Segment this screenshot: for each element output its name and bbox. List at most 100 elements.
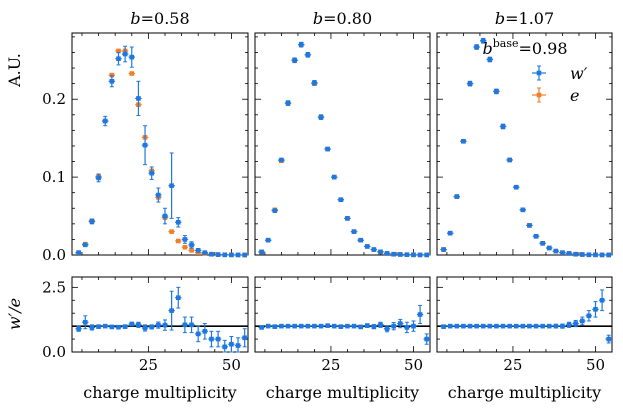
ratio-point-p2-marker — [312, 323, 317, 329]
point-w-p1-marker — [182, 237, 188, 242]
point-e-p1 — [188, 248, 195, 253]
point-w-p1 — [234, 252, 242, 258]
ratio-point-p2-marker — [358, 324, 363, 330]
x-tick-label: 50 — [586, 356, 605, 374]
ratio-point-p1-marker — [102, 323, 108, 329]
ratio-point-p2 — [344, 323, 351, 329]
point-w-p1-marker — [142, 142, 148, 148]
x-tick-label: 50 — [404, 356, 423, 374]
ratio-point-p2-marker — [424, 336, 429, 342]
point-w-p2-marker — [378, 249, 383, 255]
ratio-point-p1 — [175, 286, 182, 309]
point-w-p1-marker — [96, 175, 101, 181]
point-w-p2 — [278, 157, 285, 163]
point-w-p1-marker — [122, 51, 128, 57]
ratio-point-p2-marker — [325, 323, 330, 328]
point-w-p1 — [188, 241, 195, 249]
point-w-p3 — [499, 123, 507, 130]
legend-label-2: e — [570, 86, 579, 105]
point-e-p1-marker — [175, 238, 181, 244]
y-tick-label-bottom: 0.0 — [42, 343, 66, 361]
ratio-point-p2-marker — [272, 324, 278, 329]
point-e-p1 — [181, 244, 189, 250]
ratio-point-p1-marker — [235, 343, 241, 348]
ratio-point-p1 — [201, 323, 209, 340]
point-w-p3 — [506, 157, 513, 163]
point-w-p1-marker — [229, 252, 234, 258]
ratio-point-p1-marker — [122, 324, 128, 329]
ratio-point-p2 — [258, 325, 265, 330]
ratio-point-p3 — [532, 323, 540, 329]
point-w-p3 — [598, 252, 606, 258]
ratio-point-p2 — [370, 324, 378, 330]
ratio-point-p2 — [278, 323, 285, 329]
point-w-p3-marker — [599, 252, 605, 258]
point-w-p1 — [108, 75, 116, 88]
point-w-p2-marker — [391, 251, 396, 257]
ratio-point-p1-marker — [229, 341, 234, 347]
point-w-p2 — [416, 252, 424, 258]
point-w-p2 — [271, 208, 279, 213]
point-w-p1-marker — [175, 219, 181, 225]
panel-title-3: b=1.07 — [495, 9, 554, 28]
ratio-point-p2-marker — [285, 323, 291, 329]
point-w-p2 — [423, 252, 430, 258]
ratio-point-p2 — [390, 322, 397, 331]
ratio-point-p1 — [115, 324, 122, 330]
point-w-p3-marker — [500, 124, 506, 129]
ratio-point-p3 — [546, 323, 553, 329]
point-w-p2 — [258, 249, 265, 255]
point-w-p3 — [539, 241, 546, 246]
ratio-point-p2-marker — [351, 323, 357, 329]
ratio-point-p2-marker — [411, 323, 416, 329]
point-w-p1-marker — [162, 213, 168, 219]
ratio-point-p1-marker — [169, 308, 174, 313]
point-w-p1-marker — [195, 248, 201, 253]
ratio-point-p1 — [75, 325, 82, 332]
ratio-point-p2-marker — [378, 322, 383, 328]
ratio-point-p1 — [82, 315, 89, 330]
panel-title-1: b=0.58 — [130, 9, 189, 28]
point-e-p1-marker — [182, 244, 188, 250]
ratio-point-p1-marker — [96, 324, 101, 329]
ratio-point-p2-marker — [265, 323, 271, 329]
ratio-point-p1-marker — [222, 344, 228, 350]
x-axis-label-2: charge multiplicity — [266, 383, 419, 402]
point-w-p2 — [304, 51, 312, 58]
ratio-point-p3 — [473, 323, 480, 329]
point-w-p1 — [155, 187, 162, 203]
ratio-point-p3-marker — [474, 323, 479, 329]
ratio-point-p1 — [194, 325, 202, 343]
ratio-point-p2-marker — [298, 323, 304, 329]
point-w-p2-marker — [305, 52, 311, 58]
ratio-point-p1-marker — [156, 322, 161, 328]
ratio-point-p3 — [605, 334, 612, 344]
point-w-p2-marker — [325, 146, 330, 152]
ratio-point-p2 — [364, 323, 371, 328]
ratio-point-p1 — [108, 324, 116, 330]
point-e-p1-marker — [189, 248, 194, 253]
ratio-point-p2-marker — [371, 324, 377, 329]
ratio-point-p2-marker — [391, 323, 396, 329]
ratio-point-p3 — [460, 323, 467, 329]
ratio-point-p2 — [377, 321, 384, 328]
y-axis-label-bottom: w′/e — [5, 298, 24, 330]
point-w-p2 — [383, 251, 391, 256]
ratio-point-p3-marker — [593, 307, 598, 312]
point-w-p1 — [168, 152, 175, 219]
point-e-p1-marker — [116, 48, 121, 54]
ratio-point-p2 — [324, 323, 331, 328]
point-w-p1-marker — [222, 252, 228, 258]
point-w-p1-marker — [136, 96, 141, 101]
point-w-p1-marker — [116, 56, 121, 62]
ratio-point-p2-marker — [364, 323, 370, 328]
ratio-point-p3-marker — [480, 323, 486, 329]
point-w-p1 — [194, 248, 202, 253]
point-w-p2 — [410, 252, 417, 258]
point-w-p3 — [546, 245, 553, 251]
legend-entry-1: w′ — [532, 64, 588, 83]
ratio-point-p2 — [284, 323, 292, 329]
point-w-p3-marker — [593, 252, 598, 258]
point-w-p2 — [317, 114, 325, 120]
ratio-point-p2 — [410, 320, 417, 332]
